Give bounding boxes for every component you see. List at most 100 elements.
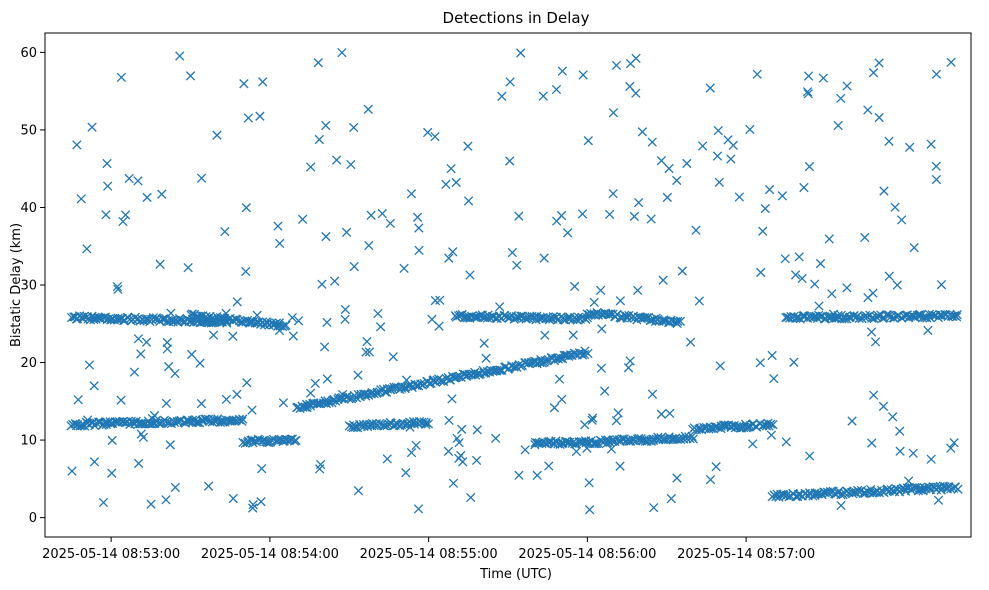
data-point xyxy=(648,435,658,446)
data-point xyxy=(884,136,894,146)
data-point xyxy=(401,375,412,385)
data-point xyxy=(491,433,501,444)
data-point xyxy=(535,357,545,368)
data-point xyxy=(423,127,433,138)
data-point xyxy=(673,316,683,326)
data-point xyxy=(198,311,208,321)
data-point xyxy=(458,457,468,467)
data-point xyxy=(548,312,558,322)
data-point xyxy=(764,184,775,195)
data-point xyxy=(606,444,617,454)
data-point xyxy=(481,353,491,363)
data-point xyxy=(411,440,421,451)
data-point xyxy=(625,81,635,92)
data-point xyxy=(946,443,956,453)
data-point xyxy=(110,417,121,427)
data-point xyxy=(874,112,884,123)
data-point xyxy=(892,280,902,290)
data-point xyxy=(382,454,392,464)
data-point xyxy=(582,443,592,453)
data-points xyxy=(66,47,963,515)
x-tick-label: 2025-05-14 08:53:00 xyxy=(42,547,180,562)
data-point xyxy=(322,317,332,328)
y-tick-label: 20 xyxy=(20,356,37,371)
data-point xyxy=(196,173,207,183)
data-point xyxy=(297,214,308,224)
data-point xyxy=(315,459,326,470)
data-point xyxy=(794,252,804,262)
data-point xyxy=(239,79,249,89)
data-point xyxy=(362,336,372,347)
data-point xyxy=(781,437,791,447)
data-point xyxy=(870,337,881,347)
data-point xyxy=(734,192,745,202)
data-point xyxy=(949,438,959,448)
data-point xyxy=(471,455,482,466)
chart-title: Detections in Delay xyxy=(443,9,590,27)
data-point xyxy=(430,131,440,142)
data-point xyxy=(868,68,879,78)
data-point xyxy=(790,270,801,280)
data-point xyxy=(540,330,550,340)
data-point xyxy=(430,295,441,306)
data-point xyxy=(273,221,283,231)
data-point xyxy=(185,71,196,81)
data-point xyxy=(714,177,724,187)
data-point xyxy=(890,202,900,212)
data-point xyxy=(423,419,434,429)
data-point xyxy=(863,292,873,303)
data-point xyxy=(101,210,111,220)
data-point xyxy=(672,175,682,186)
data-point xyxy=(803,71,814,81)
data-point xyxy=(247,405,257,415)
data-point xyxy=(572,315,582,325)
data-point xyxy=(113,313,123,323)
data-point xyxy=(646,214,656,224)
data-point xyxy=(766,430,777,440)
data-point xyxy=(952,310,962,320)
data-point xyxy=(400,420,410,430)
data-point xyxy=(446,163,456,174)
data-point xyxy=(866,327,877,337)
data-point xyxy=(827,289,837,299)
data-point xyxy=(879,186,889,196)
data-point xyxy=(767,350,777,361)
data-point xyxy=(815,258,826,269)
data-point xyxy=(953,484,963,494)
data-point xyxy=(580,420,590,430)
data-point xyxy=(447,394,457,404)
data-point xyxy=(878,401,889,412)
data-point xyxy=(557,394,567,405)
data-point xyxy=(165,440,175,450)
data-point xyxy=(252,310,262,320)
data-point xyxy=(868,390,879,400)
data-point xyxy=(769,373,779,384)
data-point xyxy=(465,270,475,280)
data-point xyxy=(409,419,420,429)
data-point xyxy=(349,261,359,272)
data-point xyxy=(195,358,205,368)
data-point xyxy=(215,313,226,323)
data-point xyxy=(232,297,242,307)
data-point xyxy=(568,330,578,340)
data-point xyxy=(653,432,663,442)
data-point xyxy=(895,426,905,436)
data-point xyxy=(802,87,813,97)
data-point xyxy=(364,240,374,251)
data-point xyxy=(330,276,340,286)
data-point xyxy=(563,228,573,238)
y-tick-label: 40 xyxy=(20,201,37,216)
data-point xyxy=(346,159,356,170)
data-point xyxy=(106,419,116,429)
data-point xyxy=(647,389,658,399)
data-point xyxy=(647,137,657,147)
data-point xyxy=(918,486,928,496)
data-point xyxy=(162,337,172,348)
data-point xyxy=(636,434,646,444)
data-point xyxy=(908,448,918,458)
data-point xyxy=(608,188,618,199)
data-point xyxy=(611,416,622,426)
data-point xyxy=(203,481,214,491)
data-point xyxy=(291,435,301,446)
